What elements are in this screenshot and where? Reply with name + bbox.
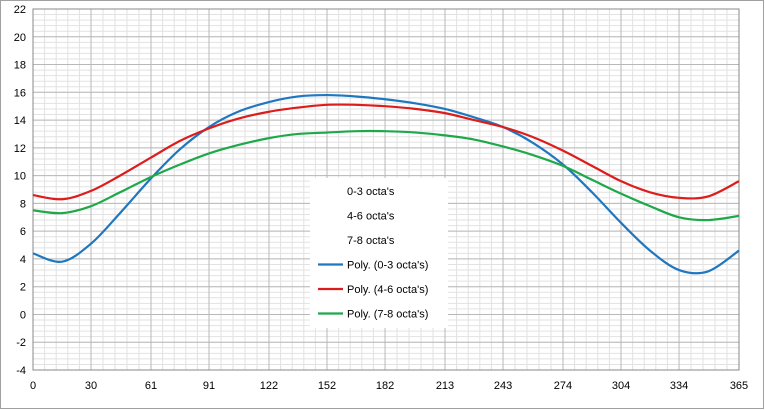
y-tick-label: 16 (14, 87, 26, 99)
legend-entry: Poly. (4-6 octa's) (347, 284, 428, 296)
x-tick-label: 30 (85, 380, 97, 392)
y-tick-label: 22 (14, 4, 26, 16)
x-tick-label: 61 (145, 380, 157, 392)
legend-entry: Poly. (7-8 octa's) (347, 309, 428, 321)
y-tick-label: -2 (16, 337, 26, 349)
x-tick-label: 152 (318, 380, 336, 392)
y-tick-label: 8 (20, 198, 26, 210)
x-tick-label: 304 (612, 380, 630, 392)
x-tick-label: 182 (376, 380, 394, 392)
series-line-2 (32, 103, 740, 201)
y-axis-tick-labels: -4 -2 0 2 4 6 8 10 12 14 16 18 20 22 (14, 4, 26, 377)
y-tick-label: 18 (14, 60, 26, 72)
series-line-1 (32, 93, 740, 275)
series-layer (32, 93, 740, 275)
legend-entry: 7-8 octa's (347, 235, 395, 247)
plot-area (32, 8, 740, 371)
x-tick-label: 213 (436, 380, 454, 392)
x-tick-label: 274 (554, 380, 572, 392)
x-axis-tick-labels: 0 30 61 91 122 152 182 213 243 274 304 334 365 (30, 380, 748, 392)
y-tick-label: 10 (14, 171, 26, 183)
x-tick-label: 122 (260, 380, 278, 392)
y-tick-label: 2 (20, 282, 26, 294)
x-tick-label: 91 (203, 380, 215, 392)
y-tick-label: 20 (14, 32, 26, 44)
legend: 0-3 octa's 4-6 octa's 7-8 octa's Poly. (0-3… (310, 178, 448, 328)
legend-entry: 4-6 octa's (347, 211, 395, 223)
y-tick-label: 14 (14, 115, 26, 127)
x-tick-label: 334 (670, 380, 688, 392)
y-tick-label: 6 (20, 226, 26, 238)
y-tick-label: 12 (14, 143, 26, 155)
legend-entry: 0-3 octa's (347, 186, 395, 198)
y-tick-label: -4 (16, 365, 26, 377)
x-tick-label: 243 (494, 380, 512, 392)
legend-entry: Poly. (0-3 octa's) (347, 260, 428, 272)
series-line-3 (32, 129, 740, 222)
y-tick-label: 4 (20, 254, 26, 266)
y-tick-label: 0 (20, 309, 26, 321)
legend-box (310, 178, 448, 328)
x-tick-label: 0 (30, 380, 36, 392)
x-tick-label: 365 (730, 380, 748, 392)
plot-frame (32, 8, 740, 371)
